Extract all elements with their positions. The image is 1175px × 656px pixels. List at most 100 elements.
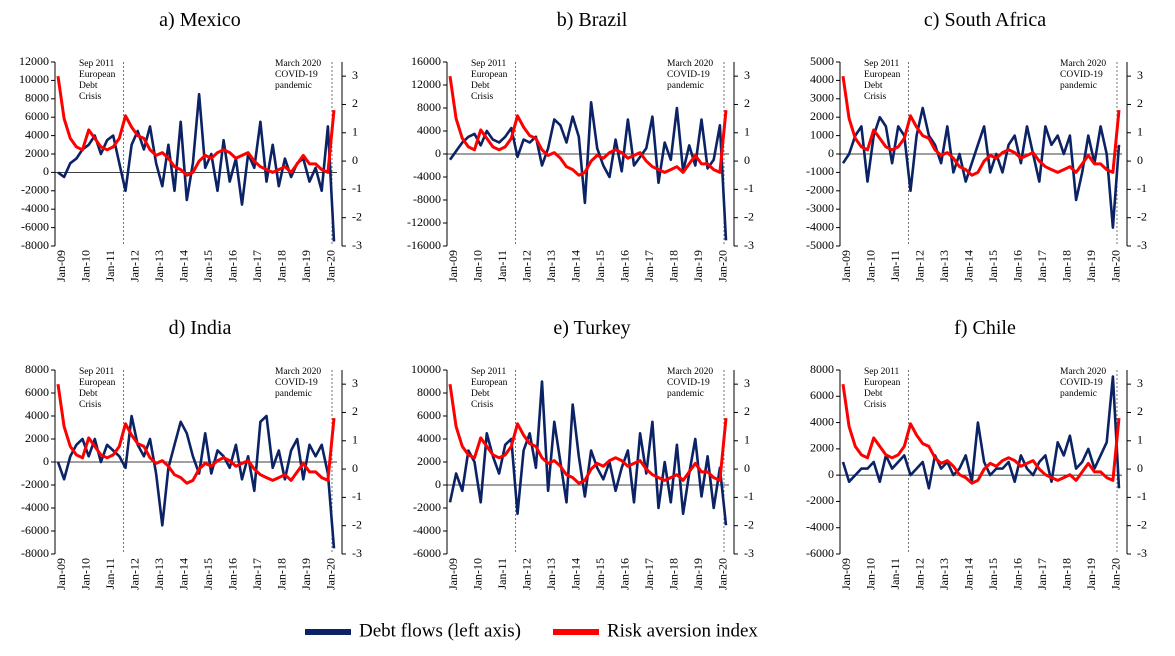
annotation: European (864, 70, 901, 80)
annotation: Sep 2011 (471, 59, 507, 69)
y2-tick-label: 3 (352, 376, 358, 390)
x-tick-label: Jan-11 (495, 558, 509, 590)
x-tick-label: Jan-18 (667, 558, 681, 590)
annotation: Debt (79, 81, 98, 91)
y-tick-label: 10000 (19, 72, 49, 86)
x-tick-label: Jan-18 (275, 250, 289, 282)
y-tick-label: 2000 (810, 441, 834, 455)
annotation: European (79, 70, 116, 80)
y2-tick-label: -3 (744, 546, 754, 560)
x-tick-label: Jan-15 (201, 558, 215, 590)
x-tick-label: Jan-16 (1010, 558, 1024, 590)
x-tick-label: Jan-09 (839, 558, 853, 590)
x-tick-label: Jan-19 (691, 250, 705, 282)
y-tick-label: -2000 (21, 477, 49, 491)
x-tick-label: Jan-15 (593, 558, 607, 590)
y-tick-label: -3000 (806, 201, 834, 215)
x-tick-label: Jan-20 (324, 250, 338, 282)
annotation: COVID-19 (275, 70, 318, 80)
annotation: March 2020 (275, 367, 321, 377)
y2-tick-label: -3 (744, 238, 754, 252)
y2-tick-label: -2 (744, 209, 754, 223)
x-tick-label: Jan-16 (1010, 250, 1024, 282)
y2-tick-label: -1 (1137, 181, 1147, 195)
annotation: pandemic (1060, 389, 1097, 399)
panel-title: a) Mexico (159, 9, 241, 31)
x-tick-label: Jan-10 (78, 250, 92, 282)
x-tick-label: Jan-18 (1060, 558, 1074, 590)
x-tick-label: Jan-15 (201, 250, 215, 282)
y-tick-label: 3000 (810, 91, 834, 105)
y2-tick-label: -3 (352, 546, 362, 560)
y2-tick-label: 2 (352, 404, 358, 418)
series-line (56, 75, 336, 177)
x-tick-label: Jan-13 (544, 558, 558, 590)
y2-tick-label: -1 (744, 181, 754, 195)
y2-tick-label: 2 (744, 404, 750, 418)
annotation: Crisis (471, 400, 493, 410)
y2-tick-label: 3 (352, 68, 358, 82)
x-tick-label: Jan-18 (275, 558, 289, 590)
x-tick-label: Jan-14 (176, 558, 190, 590)
y2-tick-label: 1 (352, 125, 358, 139)
x-tick-label: Jan-13 (937, 250, 951, 282)
x-tick-label: Jan-17 (642, 558, 656, 590)
annotation: Debt (79, 389, 98, 399)
annotation: European (471, 70, 508, 80)
y-tick-label: -2000 (413, 500, 441, 514)
y2-tick-label: 2 (744, 96, 750, 110)
series-line (841, 375, 1121, 490)
y-tick-label: 8000 (25, 91, 49, 105)
y2-tick-label: -2 (744, 517, 754, 531)
annotation: COVID-19 (275, 378, 318, 388)
x-tick-label: Jan-11 (888, 250, 902, 282)
y-tick-label: -8000 (21, 238, 49, 252)
y2-tick-label: -2 (352, 517, 362, 531)
annotation: March 2020 (275, 59, 321, 69)
x-tick-label: Jan-10 (470, 558, 484, 590)
x-tick-label: Jan-17 (250, 558, 264, 590)
y-tick-label: 6000 (810, 388, 834, 402)
y-tick-label: 8000 (417, 385, 441, 399)
y2-tick-label: -2 (1137, 209, 1147, 223)
x-tick-label: Jan-20 (716, 558, 730, 590)
y2-tick-label: -1 (1137, 489, 1147, 503)
y-tick-label: -4000 (21, 500, 49, 514)
y-tick-label: 12000 (411, 77, 441, 91)
x-tick-label: Jan-14 (568, 250, 582, 282)
x-tick-label: Jan-13 (544, 250, 558, 282)
annotation: Crisis (864, 400, 886, 410)
y2-tick-label: 1 (352, 433, 358, 447)
annotation: Sep 2011 (79, 59, 115, 69)
x-tick-label: Jan-11 (888, 558, 902, 590)
annotation: March 2020 (667, 59, 713, 69)
y-tick-label: 0 (435, 146, 441, 160)
annotation: pandemic (1060, 81, 1097, 91)
y2-tick-label: 0 (1137, 461, 1143, 475)
x-tick-label: Jan-14 (176, 250, 190, 282)
y2-tick-label: -1 (352, 181, 362, 195)
y-tick-label: 0 (43, 454, 49, 468)
y-tick-label: 4000 (25, 408, 49, 422)
x-tick-label: Jan-14 (961, 558, 975, 590)
panel-title: e) Turkey (553, 317, 630, 339)
y-tick-label: -1000 (806, 164, 834, 178)
y-tick-label: -6000 (21, 523, 49, 537)
x-tick-label: Jan-19 (1084, 558, 1098, 590)
annotation: COVID-19 (1060, 378, 1103, 388)
y-tick-label: 16000 (411, 54, 441, 68)
legend-label: Risk aversion index (607, 620, 758, 641)
annotation: Crisis (864, 92, 886, 102)
x-tick-label: Jan-16 (225, 250, 239, 282)
y-tick-label: -4000 (413, 523, 441, 537)
series-line (448, 75, 728, 177)
annotation: Sep 2011 (864, 367, 900, 377)
y-tick-label: -4000 (413, 169, 441, 183)
y2-tick-label: 2 (352, 96, 358, 110)
y2-tick-label: -1 (352, 489, 362, 503)
y-tick-label: 4000 (25, 127, 49, 141)
annotation: Crisis (471, 92, 493, 102)
panel-title: c) South Africa (924, 9, 1046, 31)
series-line (448, 101, 728, 241)
